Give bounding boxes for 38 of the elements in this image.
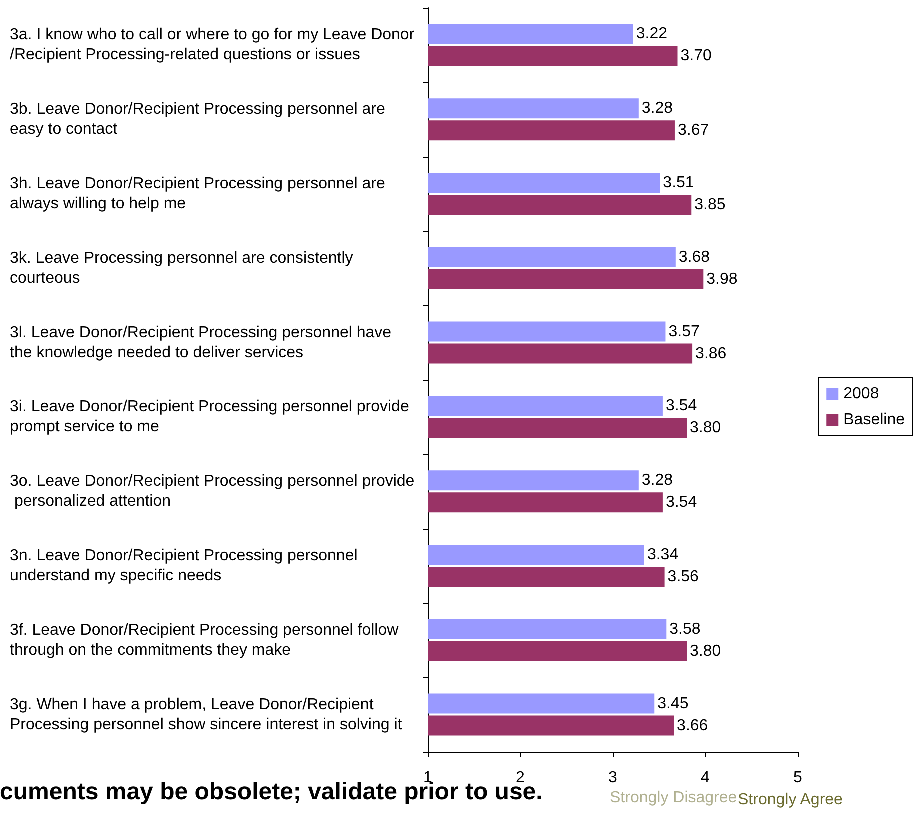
y-tick-label: 3g. When I have a problem, Leave Donor/Recipient Processing personnel show sincere interest in solving it — [10, 696, 403, 734]
data-label: 3.58 — [670, 620, 701, 638]
data-label: 3.45 — [658, 695, 689, 712]
legend-label: 2008 — [844, 386, 880, 402]
y-tick-label: 3i. Leave Donor/Recipient Processing personnel provide prompt service to me — [10, 398, 414, 436]
x-tick-label: 5 — [794, 770, 803, 786]
text: Strongly Agree — [738, 792, 844, 808]
y-tick-label: 3k. Leave Processing personnel are consistently courteous — [10, 250, 358, 287]
y-tick-label: 3f. Leave Donor/Recipient Processing personnel follow through on the commitments they make — [10, 622, 404, 659]
data-label: 3.28 — [642, 472, 674, 490]
data-label: 3.54 — [666, 398, 698, 415]
legend-label: Baseline — [844, 412, 906, 428]
y-tick-label: 3n. Leave Donor/Recipient Processing personnel understand my specific needs — [10, 548, 362, 584]
data-label: 3.98 — [706, 270, 738, 288]
data-label: 3.70 — [680, 48, 712, 65]
y-tick-label: 3l. Leave Donor/Recipient Processing personnel have the knowledge needed to deliver services — [10, 324, 396, 362]
data-label: 3.80 — [690, 642, 722, 660]
data-label: 3.57 — [668, 323, 700, 340]
x-tick-label: 4 — [701, 770, 710, 786]
data-label: 3.56 — [668, 568, 700, 586]
data-label: 3.54 — [666, 494, 698, 512]
text: Strongly Disagree — [610, 790, 738, 806]
data-label: 3.86 — [696, 345, 727, 362]
y-tick-label: 3h. Leave Donor/Recipient Processing personnel are always willing to help me — [10, 176, 390, 212]
data-label: 3.51 — [663, 174, 694, 192]
x-tick-label: 2 — [516, 770, 526, 786]
data-label: 3.67 — [678, 122, 710, 140]
x-tick-label: 3 — [608, 770, 618, 786]
data-label: 3.66 — [677, 717, 708, 734]
data-label: 3.68 — [678, 248, 710, 266]
y-tick-label: 3o. Leave Donor/Recipient Processing personnel provide personalized attention — [10, 473, 415, 510]
y-tick-label: 3a. I know who to call or where to go for my Leave Donor/Recipient Processing-related questions or issues — [10, 26, 416, 64]
y-tick-label: 3b. Leave Donor/Recipient Processing personnel are easy to contact — [10, 101, 390, 138]
data-label: 3.80 — [690, 420, 722, 437]
data-label: 3.22 — [636, 26, 668, 43]
data-label: 3.85 — [694, 196, 726, 214]
data-label: 3.34 — [647, 546, 679, 564]
data-label: 3.28 — [642, 100, 674, 118]
